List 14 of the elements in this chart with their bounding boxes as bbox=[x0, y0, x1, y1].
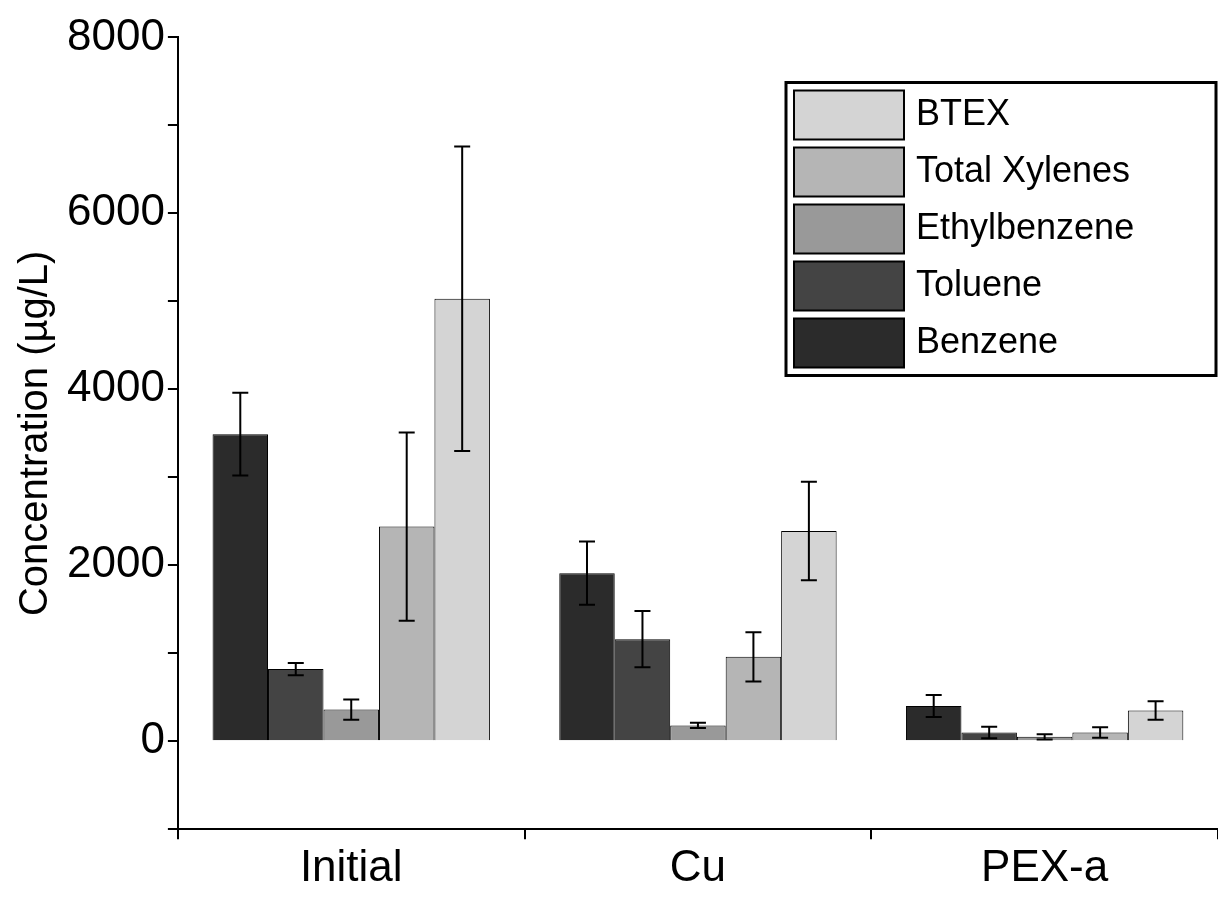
x-tick-label: Cu bbox=[669, 840, 727, 890]
y-axis-title: Concentration (µg/L) bbox=[11, 250, 56, 617]
legend-label: BTEX bbox=[916, 91, 1011, 133]
x-tick-label: Initial bbox=[299, 840, 403, 890]
y-tick-label: 4000 bbox=[66, 361, 165, 411]
legend-label: Total Xylenes bbox=[916, 148, 1131, 190]
legend-label: Toluene bbox=[916, 262, 1043, 304]
y-tick-label: 8000 bbox=[66, 9, 165, 59]
x-tick-label: PEX-a bbox=[981, 840, 1109, 890]
y-tick-label: 6000 bbox=[66, 185, 165, 235]
legend-label: Ethylbenzene bbox=[916, 205, 1135, 247]
y-tick-label: 0 bbox=[140, 713, 165, 763]
legend-label: Benzene bbox=[916, 319, 1059, 361]
y-tick-label: 2000 bbox=[66, 537, 165, 587]
